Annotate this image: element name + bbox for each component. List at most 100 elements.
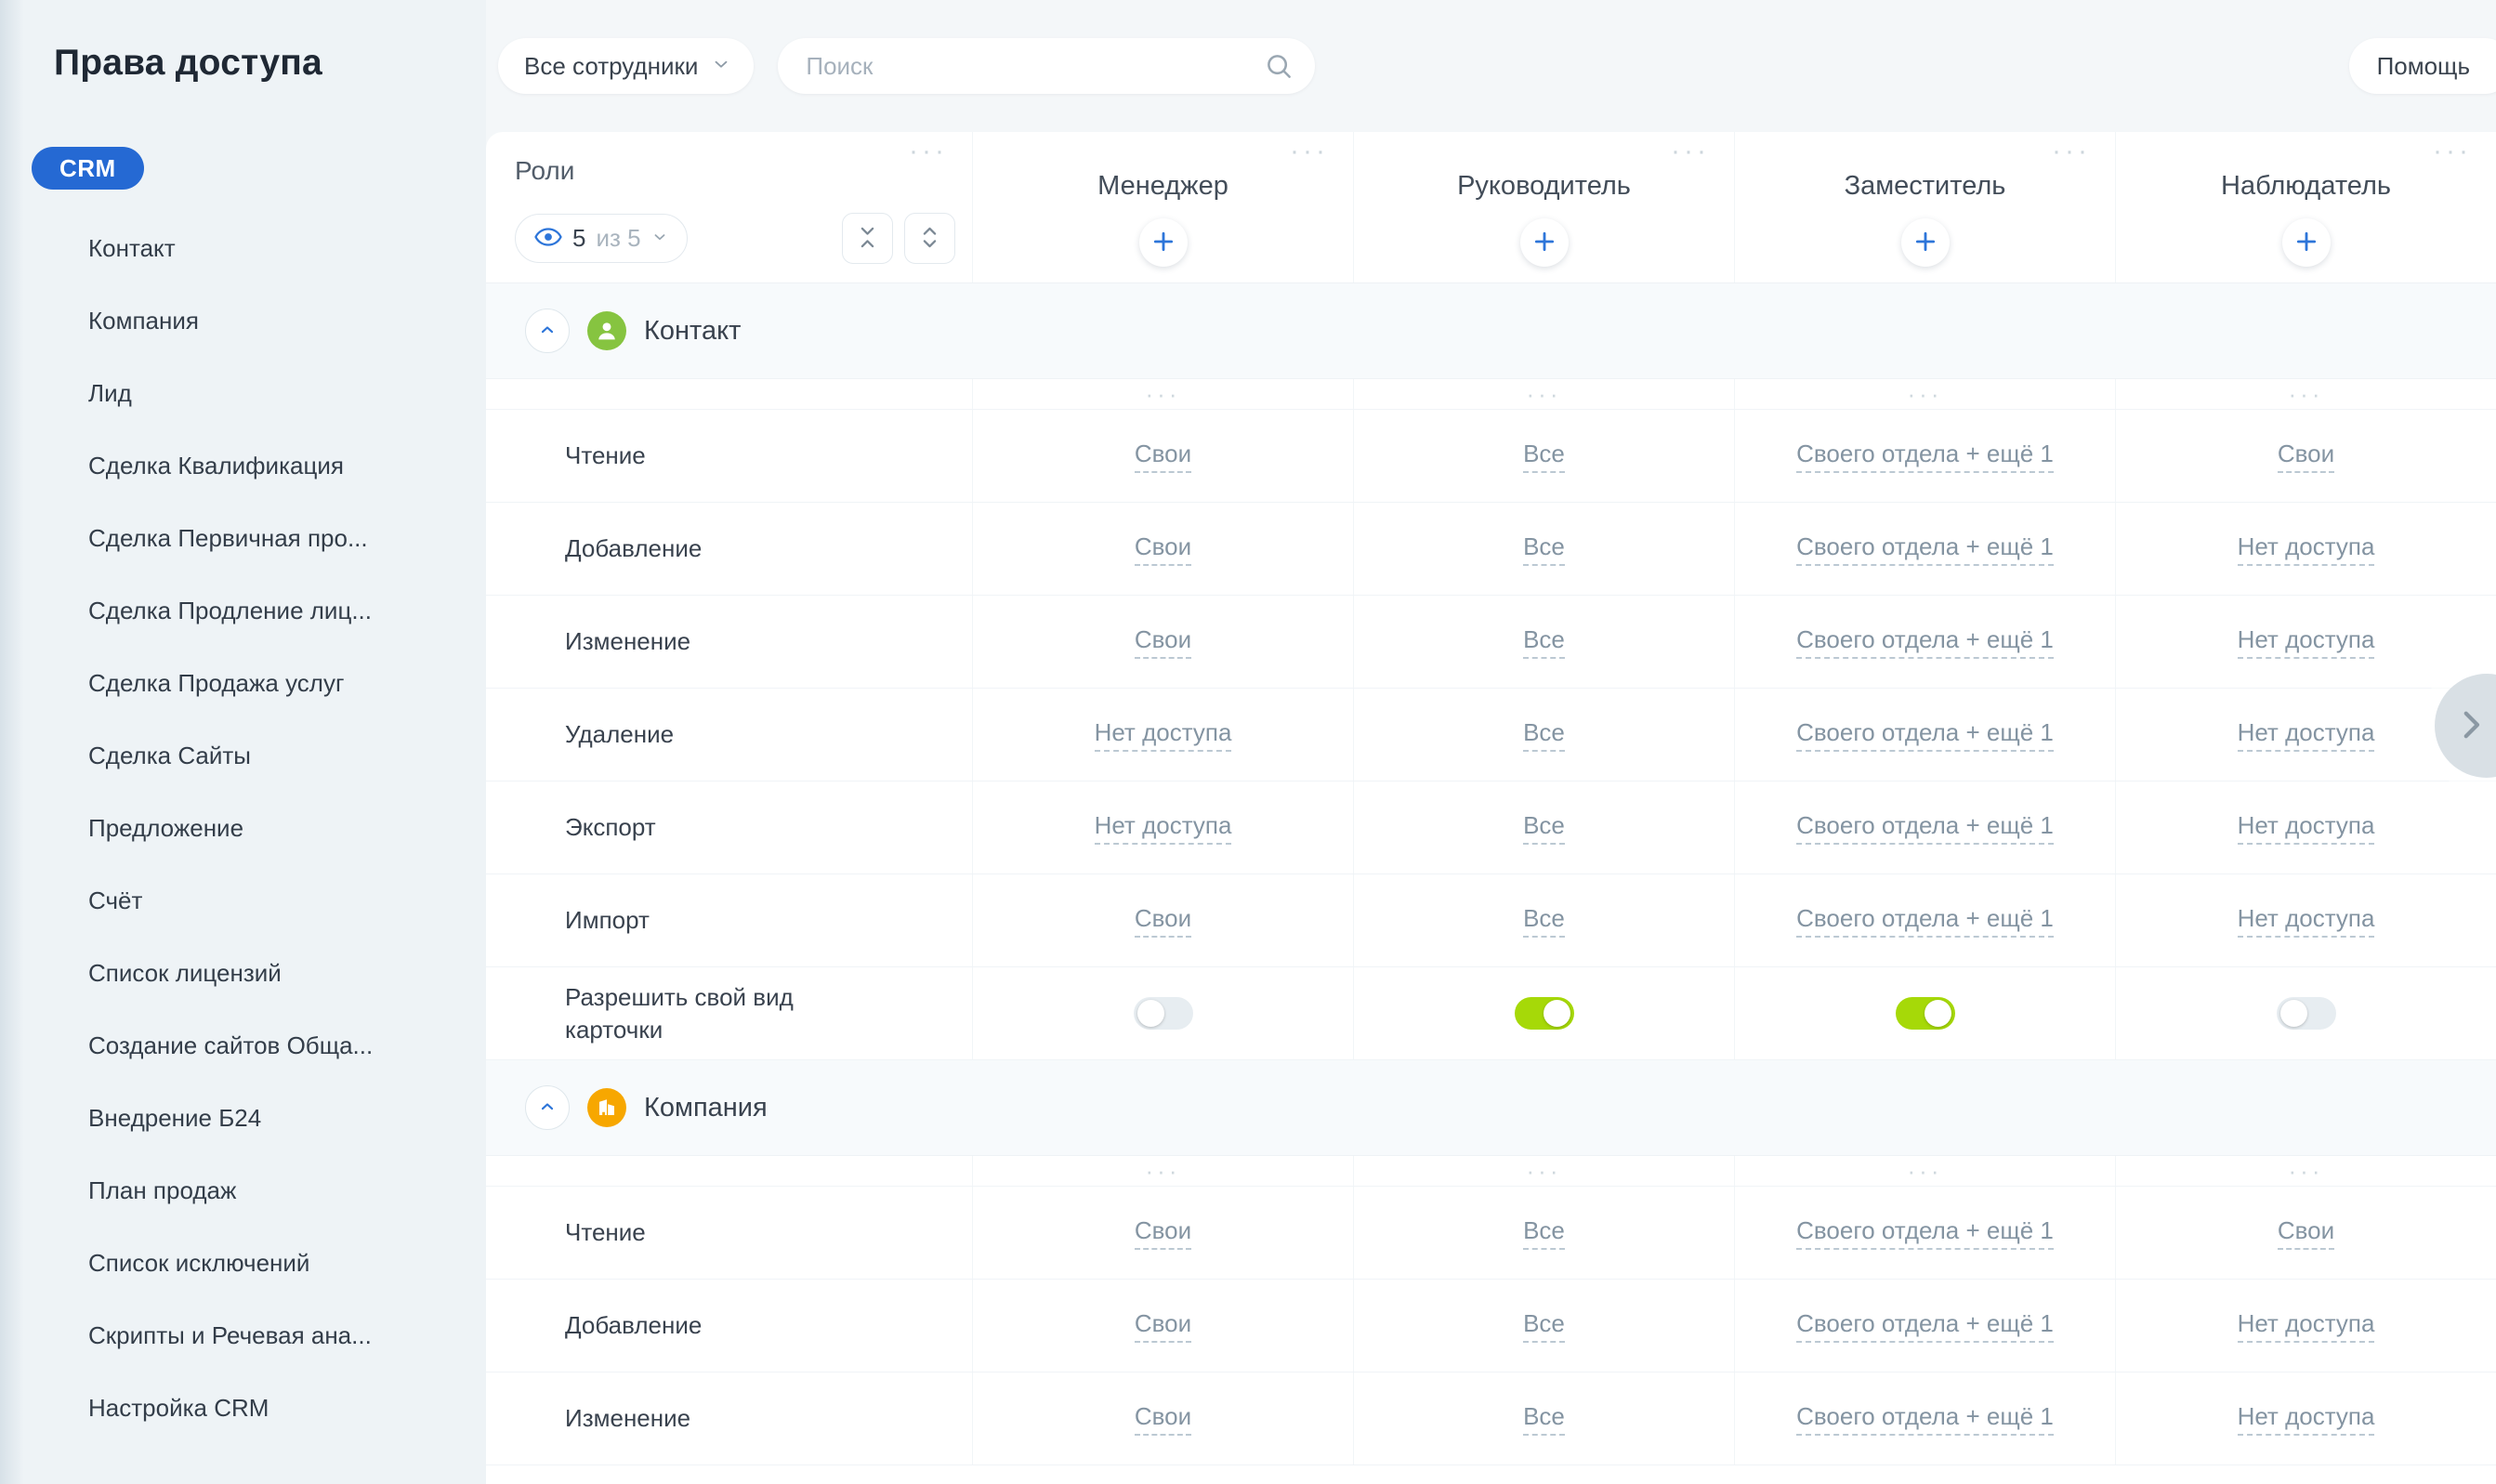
permission-value-link[interactable]: Нет доступа [2237,811,2375,845]
column-drag-handle[interactable]: ··· [1907,380,1943,408]
card-view-toggle[interactable] [1895,997,1955,1030]
section-collapse-button[interactable] [525,309,570,353]
sidebar-item[interactable]: Контакт [88,234,176,262]
column-drag-handle[interactable]: ··· [1526,380,1562,408]
add-permission-button[interactable] [1519,218,1569,267]
permission-value-link[interactable]: Все [1523,532,1565,566]
permission-value-link[interactable]: Все [1523,718,1565,752]
chevron-down-icon [651,229,668,248]
permission-cell: Своего отдела + ещё 1 [1734,689,2115,781]
permission-value-link[interactable]: Своего отдела + ещё 1 [1796,811,2054,845]
permission-cell: Нет доступа [2115,689,2496,781]
permission-value-link[interactable]: Своего отдела + ещё 1 [1796,625,2054,659]
add-permission-button[interactable] [1138,218,1188,267]
expand-all-button[interactable] [904,213,955,264]
sidebar-item[interactable]: Скрипты и Речевая ана... [88,1321,372,1349]
permission-value-link[interactable]: Все [1523,625,1565,659]
permission-value-link[interactable]: Своего отдела + ещё 1 [1796,1309,2054,1343]
permission-value-link[interactable]: Свои [1134,904,1192,938]
column-drag-handle[interactable]: ··· [1526,1157,1562,1185]
permission-value-link[interactable]: Нет доступа [2237,904,2375,938]
permission-value-link[interactable]: Свои [1134,1216,1192,1250]
permission-value-link[interactable]: Нет доступа [2237,532,2375,566]
sidebar-item[interactable]: Список исключений [88,1249,310,1277]
permission-value-link[interactable]: Все [1523,1216,1565,1250]
permission-value-link[interactable]: Своего отдела + ещё 1 [1796,440,2054,473]
chevron-down-icon [711,52,731,81]
sidebar-item[interactable]: Внедрение Б24 [88,1104,262,1132]
column-drag-handle[interactable]: ··· [1145,380,1181,408]
permission-value-link[interactable]: Свои [1134,532,1192,566]
permission-value-link[interactable]: Свои [1134,1309,1192,1343]
permission-value-link[interactable]: Нет доступа [2237,1402,2375,1436]
permission-cell: Своего отдела + ещё 1 [1734,781,2115,873]
sidebar-item[interactable]: Сделка Продажа услуг [88,669,345,697]
permission-label: Добавление [565,1311,703,1340]
sidebar-item[interactable]: Сделка Первичная про... [88,524,368,552]
permission-value-link[interactable]: Своего отдела + ещё 1 [1796,1402,2054,1436]
sidebar-item[interactable]: Сделка Сайты [88,742,251,769]
permission-value-link[interactable]: Своего отдела + ещё 1 [1796,1216,2054,1250]
permission-cell: Все [1353,1280,1734,1372]
permission-value-link[interactable]: Все [1523,811,1565,845]
sidebar-item[interactable]: Сделка Квалификация [88,452,344,479]
visible-roles-dropdown[interactable]: 5 из 5 [515,214,688,263]
permission-value-link[interactable]: Своего отдела + ещё 1 [1796,718,2054,752]
permission-value-link[interactable]: Свои [1134,440,1192,473]
sidebar-item[interactable]: Настройка CRM [88,1394,269,1422]
collapse-all-button[interactable] [842,213,893,264]
main-area: Все сотрудники Помощь ··· Роли [486,0,2496,1484]
sidebar-item[interactable]: Список лицензий [88,959,282,987]
sidebar-item[interactable]: Сделка Продление лиц... [88,597,373,624]
column-handle-row: ··· ··· ··· ··· [486,1156,2496,1187]
help-button[interactable]: Помощь [2348,38,2496,94]
sidebar-item[interactable]: Создание сайтов Обща... [88,1031,374,1059]
permission-value-link[interactable]: Все [1523,1402,1565,1436]
permission-value-link[interactable]: Нет доступа [2237,1309,2375,1343]
add-permission-button[interactable] [2281,218,2331,267]
column-drag-handle[interactable]: ··· [1907,1157,1943,1185]
permission-value-link[interactable]: Все [1523,1309,1565,1343]
card-view-toggle[interactable] [1133,997,1193,1030]
permission-value-link[interactable]: Своего отдела + ещё 1 [1796,532,2054,566]
role-column-header: ··· Руководитель [1353,132,1734,282]
permission-value-link[interactable]: Свои [2277,1216,2335,1250]
sidebar-item[interactable]: Компания [88,307,199,335]
column-drag-handle[interactable]: ··· [1145,1157,1181,1185]
sidebar-item[interactable]: Предложение [88,814,244,842]
column-drag-handle[interactable]: ··· [2288,1157,2324,1185]
permission-value-link[interactable]: Нет доступа [1094,811,1232,845]
sidebar-item[interactable]: Счёт [88,886,143,914]
sidebar-item[interactable]: Лид [88,379,132,407]
column-menu-dots[interactable]: ··· [1290,136,1329,166]
column-menu-dots[interactable]: ··· [2433,136,2472,166]
column-drag-handle[interactable]: ··· [2288,380,2324,408]
sidebar-item[interactable]: План продаж [88,1176,237,1204]
permission-value-link[interactable]: Нет доступа [1094,718,1232,752]
permission-cell: Нет доступа [2115,503,2496,595]
column-menu-dots[interactable]: ··· [909,136,948,166]
permission-value-link[interactable]: Своего отдела + ещё 1 [1796,904,2054,938]
permission-value-link[interactable]: Все [1523,904,1565,938]
chevron-up-icon [538,1097,557,1119]
card-view-toggle[interactable] [2276,997,2336,1030]
handle-cell: ··· [1734,1156,2115,1186]
card-view-toggle[interactable] [1514,997,1574,1030]
section-collapse-button[interactable] [525,1085,570,1130]
permission-value-link[interactable]: Все [1523,440,1565,473]
permission-cell: Свои [2115,410,2496,502]
column-menu-dots[interactable]: ··· [2052,136,2091,166]
employee-filter-label: Все сотрудники [524,51,699,80]
employee-filter-dropdown[interactable]: Все сотрудники [498,38,755,94]
handle-cell: ··· [1353,379,1734,409]
permission-value-link[interactable]: Свои [2277,440,2335,473]
permission-value-link[interactable]: Нет доступа [2237,625,2375,659]
permission-value-link[interactable]: Свои [1134,625,1192,659]
permission-value-link[interactable]: Свои [1134,1402,1192,1436]
permission-label: Изменение [565,627,691,656]
permission-cell: Своего отдела + ещё 1 [1734,1372,2115,1464]
add-permission-button[interactable] [1900,218,1950,267]
search-input[interactable] [778,38,1316,94]
column-menu-dots[interactable]: ··· [1671,136,1710,166]
permission-value-link[interactable]: Нет доступа [2237,718,2375,752]
